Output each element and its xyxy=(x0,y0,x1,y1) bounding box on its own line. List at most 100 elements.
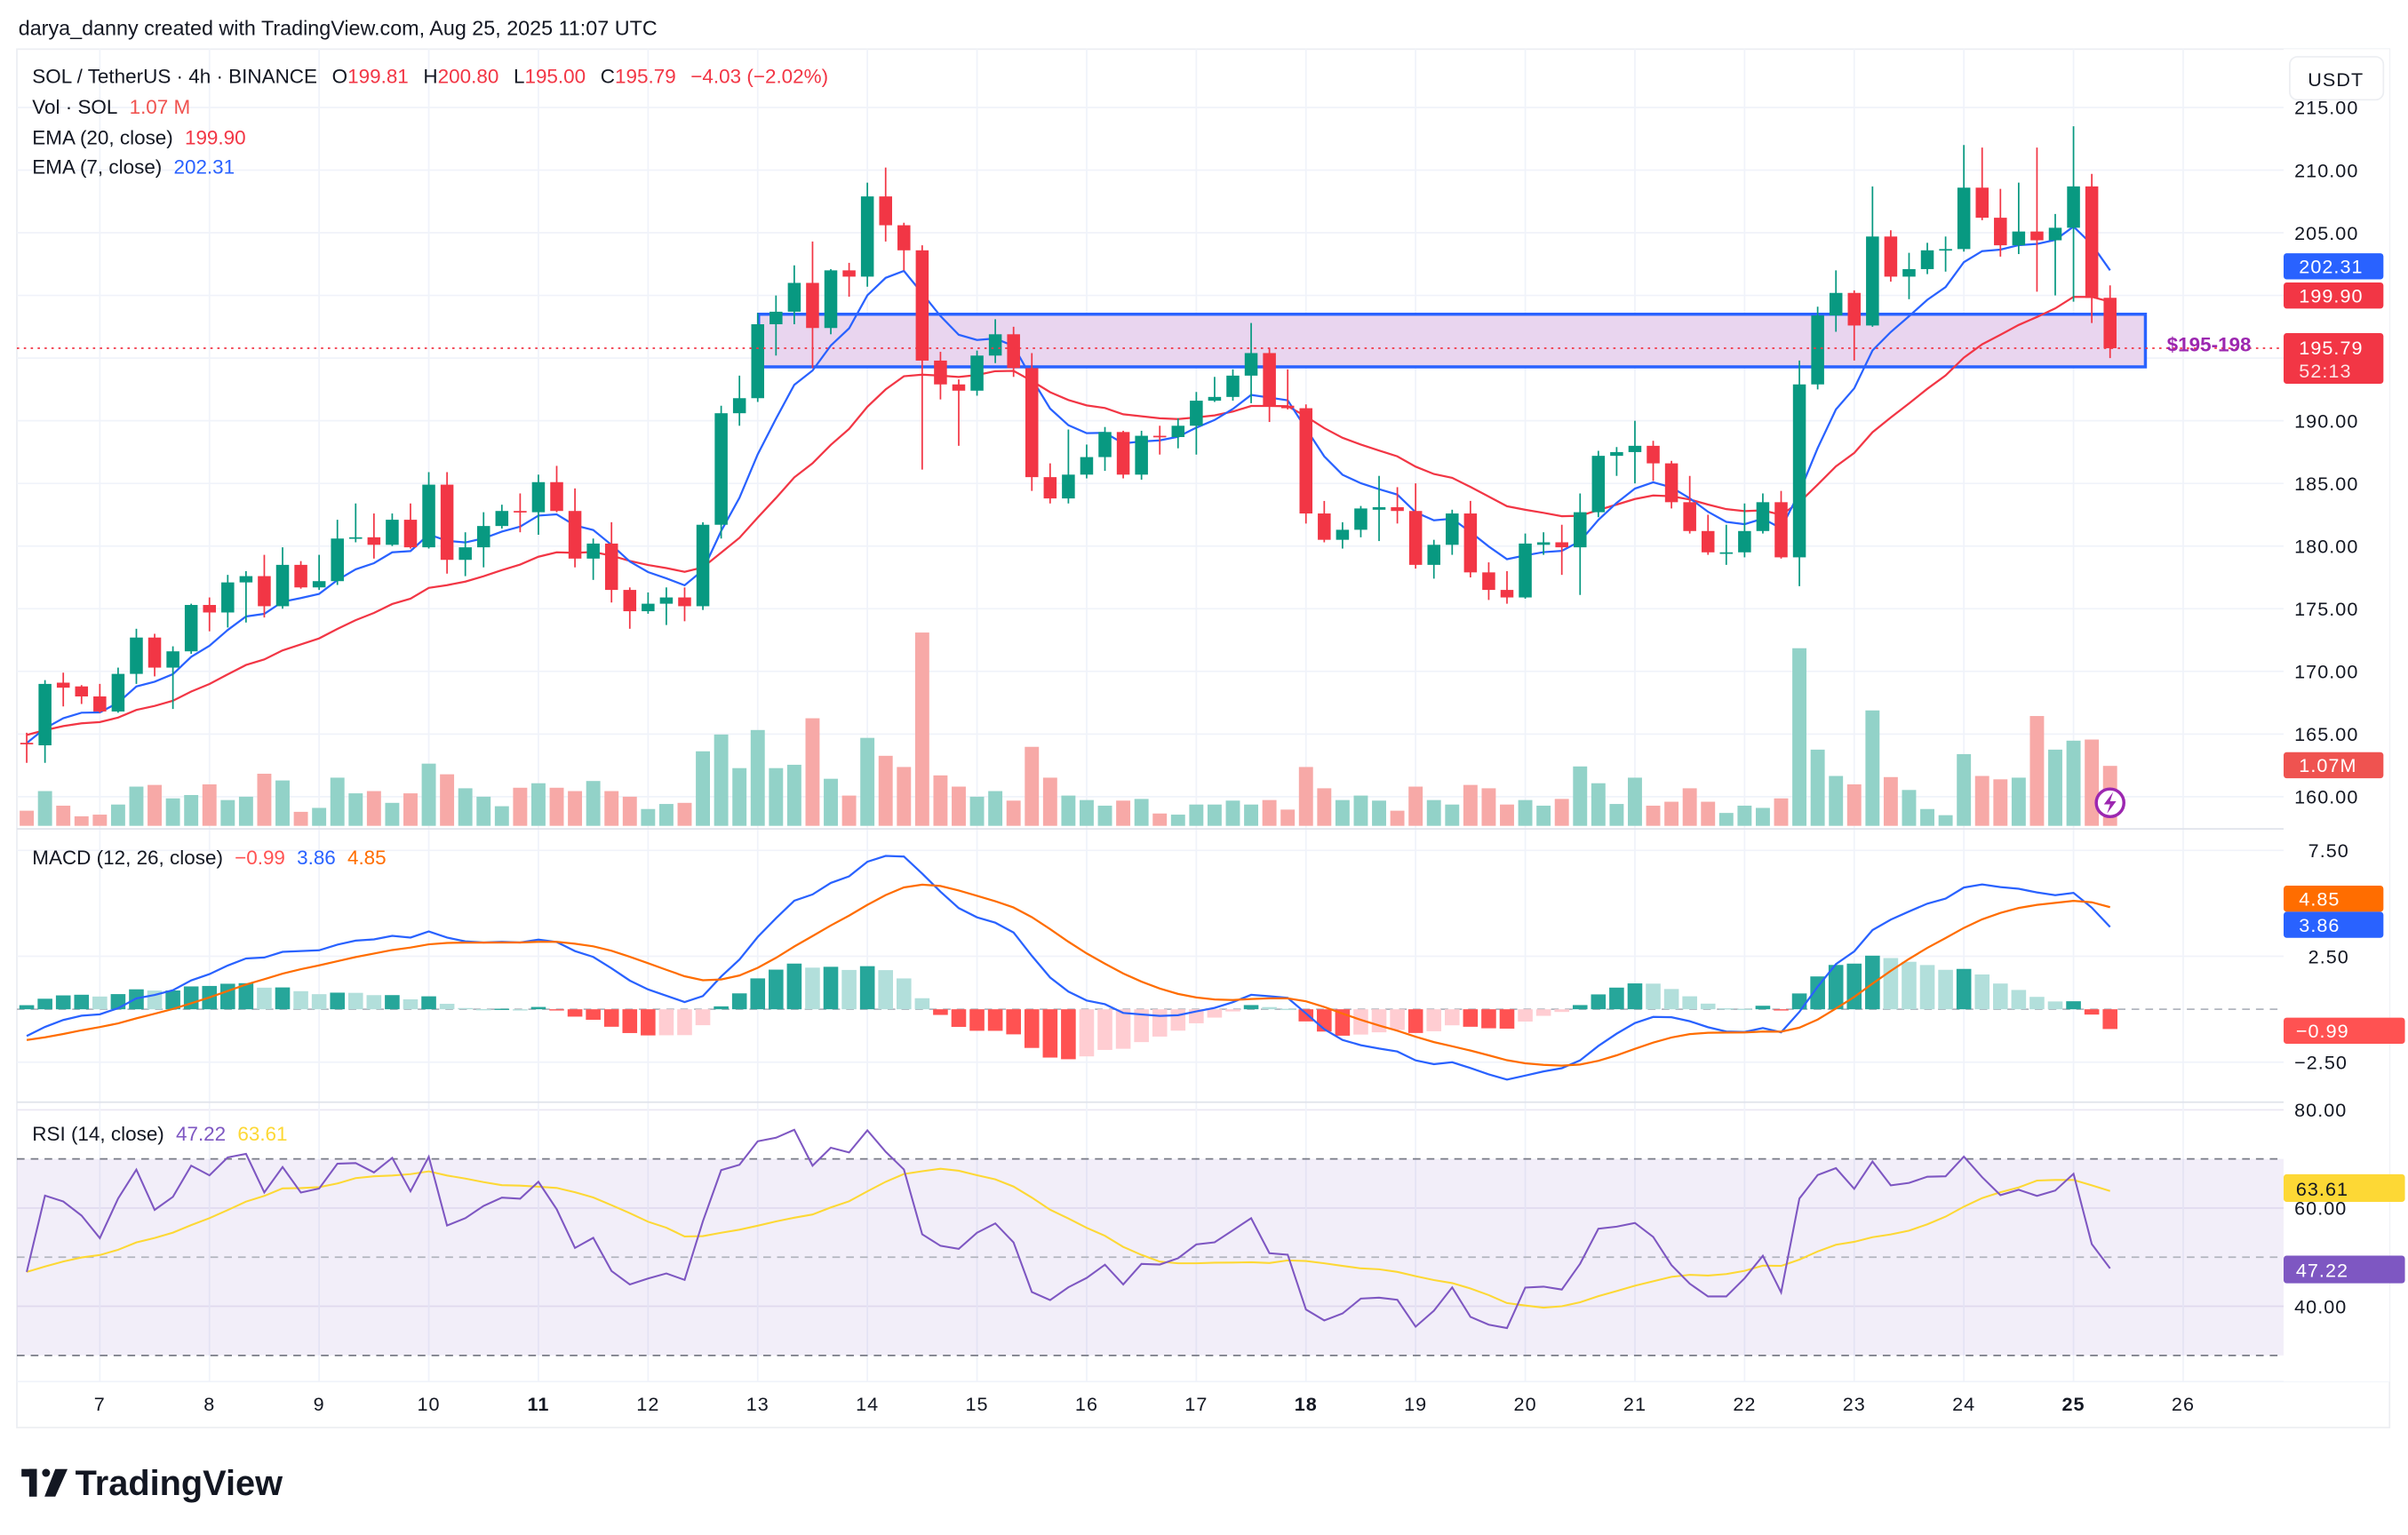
macd-histogram-bar xyxy=(74,994,90,1010)
candle-body xyxy=(422,484,435,548)
macd-histogram-bar xyxy=(1627,983,1643,1010)
volume-bar xyxy=(1774,798,1789,826)
high-label: H xyxy=(423,65,437,87)
macd-histogram-bar xyxy=(19,1005,35,1010)
rsi-axis-label: 40.00 xyxy=(2294,1295,2347,1317)
hist-tag-text: −0.99 xyxy=(2296,1020,2349,1042)
volume-bar xyxy=(476,796,491,826)
ema20-legend[interactable]: EMA (20, close) 199.90 xyxy=(32,126,245,148)
volume-bar xyxy=(841,795,857,826)
rsi-ma-tag-text: 63.61 xyxy=(2296,1178,2348,1200)
candle-body xyxy=(1244,353,1258,376)
volume-bar xyxy=(165,798,180,826)
lightning-icon[interactable] xyxy=(2094,787,2125,819)
macd-legend[interactable]: MACD (12, 26, close) −0.99 3.86 4.85 xyxy=(32,847,386,869)
ema7-legend[interactable]: EMA (7, close) 202.31 xyxy=(32,155,235,178)
macd-histogram-bar xyxy=(1079,1009,1095,1057)
macd-histogram-bar xyxy=(421,996,436,1010)
macd-histogram-bar xyxy=(37,998,52,1010)
macd-histogram-bar xyxy=(1956,968,1972,1010)
tradingview-logo[interactable]: TradingView xyxy=(21,1464,283,1503)
candle-body xyxy=(1555,542,1568,548)
time-axis-label: 21 xyxy=(1623,1393,1647,1415)
candle-body xyxy=(1610,451,1623,457)
high-value: 200.80 xyxy=(438,65,499,87)
macd-histogram-bar xyxy=(2102,1009,2118,1030)
volume-bar xyxy=(458,788,473,826)
volume-bar xyxy=(56,805,71,826)
macd-histogram-bar xyxy=(1134,1009,1149,1043)
candle-body xyxy=(806,282,819,329)
candle-body xyxy=(403,520,418,548)
last-price-tag-text: 195.79 xyxy=(2299,337,2363,359)
volume-bar xyxy=(1810,749,1825,826)
volume-bar xyxy=(312,807,327,826)
macd-histogram-bar xyxy=(933,1009,948,1015)
currency-button[interactable]: USDT xyxy=(2289,56,2385,101)
macd-signal-line xyxy=(26,883,2110,1067)
candle-body xyxy=(203,605,217,613)
macd-histogram-bar xyxy=(769,969,784,1010)
candle-body xyxy=(1957,187,1971,250)
volume-bar xyxy=(805,718,820,826)
volume-bar xyxy=(622,796,637,826)
candle-body xyxy=(2048,227,2062,241)
volume-bar xyxy=(2066,740,2081,826)
support-zone[interactable] xyxy=(757,313,2148,369)
candle-body xyxy=(1080,457,1094,475)
candle-body xyxy=(1939,249,1952,251)
macd-histogram-bar xyxy=(1225,1009,1240,1012)
candle-body xyxy=(1152,435,1167,438)
close-label: C xyxy=(601,65,615,87)
candle-body xyxy=(824,270,838,329)
ema7-tag-bg xyxy=(2284,253,2384,280)
rsi-value-tag: 47.22 xyxy=(2284,1255,2405,1284)
candle-body xyxy=(714,413,728,525)
volume-legend[interactable]: Vol · SOL 1.07 M xyxy=(32,96,190,118)
macd-histogram-bar xyxy=(1846,963,1862,1010)
candle-body xyxy=(2103,298,2117,348)
symbol-title: SOL / TetherUS · 4h · BINANCE xyxy=(32,65,317,87)
candle-body xyxy=(787,282,801,312)
volume-bars xyxy=(20,632,2117,826)
candle-body xyxy=(184,605,198,652)
candle-body xyxy=(2067,186,2080,228)
macd-hist-tag: −0.99 xyxy=(2284,1017,2405,1045)
currency-label[interactable]: USDT xyxy=(2308,68,2364,91)
macd-histogram-bar xyxy=(366,995,382,1010)
candle-body xyxy=(678,597,691,607)
candle-body xyxy=(1263,353,1276,406)
rsi-value: 47.22 xyxy=(176,1123,226,1145)
macd-histogram-bar xyxy=(458,1007,473,1010)
macd-histogram-bar xyxy=(878,970,894,1010)
volume-bar xyxy=(1628,777,1642,826)
price-axis-label: 180.00 xyxy=(2294,535,2358,557)
symbol-legend[interactable]: SOL / TetherUS · 4h · BINANCE O199.81 H2… xyxy=(32,65,828,87)
macd-histogram-bar xyxy=(622,1009,638,1033)
rsi-legend[interactable]: RSI (14, close) 47.22 63.61 xyxy=(32,1123,287,1145)
volume-bar xyxy=(1536,805,1551,826)
candle-body xyxy=(1372,506,1386,510)
macd-histogram-bar xyxy=(1371,1009,1387,1033)
macd-signal-value: 4.85 xyxy=(347,847,387,869)
currency-button-bg[interactable] xyxy=(2289,56,2385,101)
volume-bar xyxy=(257,774,272,826)
volume-bar xyxy=(1883,776,1898,826)
macd-histogram-bar xyxy=(1390,1009,1405,1030)
candle-body xyxy=(586,543,600,559)
macd-histogram-bar xyxy=(1426,1009,1442,1031)
volume-bar xyxy=(2085,739,2100,826)
time-axis[interactable]: 7 8 9 10 11 12 13 14 15 16 17 18 19 20 21 22 23 24 25 26 xyxy=(94,1393,2195,1415)
volume-legend-label: Vol · SOL xyxy=(32,96,117,118)
candles xyxy=(20,126,2117,763)
volume-bar xyxy=(1554,799,1569,826)
macd-histogram-bar xyxy=(859,966,875,1010)
candle-body xyxy=(349,537,363,539)
candle-body xyxy=(1116,432,1130,475)
volume-bar xyxy=(1097,805,1112,826)
time-axis-label: 15 xyxy=(966,1393,989,1415)
volume-bar xyxy=(421,763,436,826)
candle-body xyxy=(988,334,1002,356)
candle-body xyxy=(769,311,783,325)
